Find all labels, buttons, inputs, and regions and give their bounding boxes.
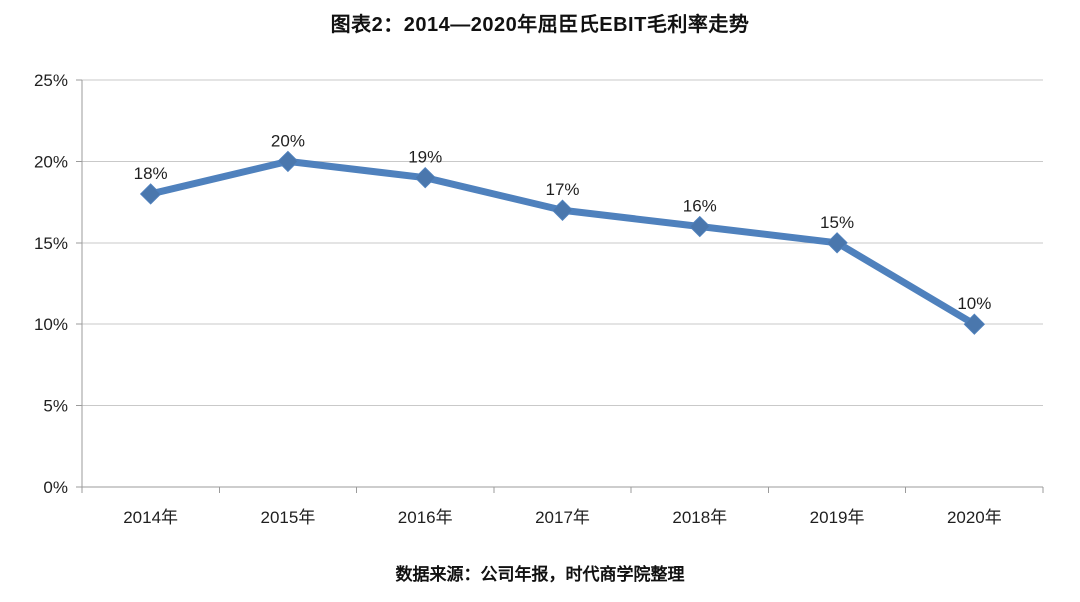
data-point-marker [689,215,711,238]
data-label: 20% [271,131,305,150]
data-point-marker [551,199,574,221]
y-tick-label: 0% [43,478,68,497]
data-source-note: 数据来源：公司年报，时代商学院整理 [395,565,685,584]
y-tick-label: 20% [34,152,68,171]
data-label: 17% [545,180,579,199]
data-label: 18% [134,164,168,183]
chart-title: 图表2：2014—2020年屈臣氏EBIT毛利率走势 [330,14,750,36]
data-label: 19% [408,148,442,167]
y-tick-label: 5% [43,397,68,416]
data-label: 10% [957,294,991,313]
y-tick-label: 25% [34,71,68,90]
data-point-marker [826,232,848,254]
data-point-marker [277,150,299,173]
x-tick-label: 2015年 [261,508,316,527]
y-tick-label: 15% [34,234,68,253]
data-label: 16% [683,197,717,216]
x-tick-label: 2018年 [672,508,727,527]
y-tick-label: 10% [34,315,68,334]
data-point-marker [139,183,162,205]
x-tick-label: 2020年 [947,508,1002,527]
x-tick-label: 2019年 [810,508,865,527]
x-tick-label: 2017年 [535,508,590,527]
data-label: 15% [820,213,854,232]
data-point-marker [414,166,436,189]
data-point-marker [963,313,986,335]
x-tick-label: 2014年 [123,508,178,527]
x-tick-label: 2016年 [398,508,453,527]
